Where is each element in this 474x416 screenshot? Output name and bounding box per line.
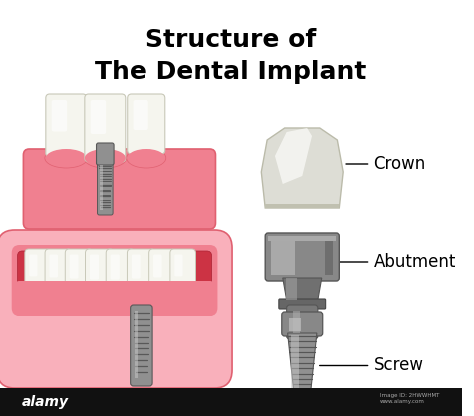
Ellipse shape: [84, 148, 127, 168]
FancyBboxPatch shape: [98, 161, 113, 215]
FancyBboxPatch shape: [49, 255, 58, 277]
Polygon shape: [275, 128, 312, 184]
FancyBboxPatch shape: [52, 100, 67, 131]
FancyBboxPatch shape: [25, 249, 50, 299]
FancyBboxPatch shape: [170, 249, 195, 299]
Ellipse shape: [294, 393, 310, 403]
Polygon shape: [288, 333, 317, 398]
FancyBboxPatch shape: [15, 281, 215, 316]
FancyBboxPatch shape: [153, 255, 162, 277]
FancyBboxPatch shape: [149, 249, 175, 302]
Bar: [271, 239, 295, 275]
FancyBboxPatch shape: [265, 233, 339, 281]
Text: The Dental Implant: The Dental Implant: [95, 60, 367, 84]
FancyBboxPatch shape: [174, 255, 182, 276]
Ellipse shape: [127, 148, 166, 168]
Bar: [268, 236, 337, 241]
Text: Screw: Screw: [374, 357, 423, 374]
FancyBboxPatch shape: [46, 94, 87, 157]
FancyBboxPatch shape: [134, 100, 148, 130]
Ellipse shape: [46, 149, 87, 167]
FancyBboxPatch shape: [12, 245, 218, 316]
Polygon shape: [261, 128, 343, 208]
Bar: [325, 239, 333, 275]
FancyBboxPatch shape: [128, 94, 165, 154]
Text: Image ID: 2HWWHMT
www.alamy.com: Image ID: 2HWWHMT www.alamy.com: [380, 393, 439, 404]
FancyBboxPatch shape: [70, 255, 79, 279]
FancyBboxPatch shape: [0, 230, 232, 388]
FancyBboxPatch shape: [85, 249, 114, 306]
Text: alamy: alamy: [21, 395, 68, 409]
Bar: [291, 335, 299, 396]
Bar: [265, 204, 339, 208]
FancyBboxPatch shape: [128, 249, 155, 304]
Bar: [135, 311, 138, 378]
FancyBboxPatch shape: [131, 305, 152, 386]
Ellipse shape: [85, 149, 126, 167]
Bar: [286, 278, 297, 300]
FancyBboxPatch shape: [18, 251, 211, 296]
Bar: [0, 388, 462, 416]
Ellipse shape: [45, 148, 88, 168]
Text: Crown: Crown: [374, 155, 426, 173]
FancyBboxPatch shape: [287, 305, 318, 339]
Text: Structure of: Structure of: [146, 28, 317, 52]
FancyBboxPatch shape: [29, 255, 37, 276]
Bar: [289, 318, 301, 331]
FancyBboxPatch shape: [132, 255, 141, 279]
Polygon shape: [283, 278, 322, 300]
FancyBboxPatch shape: [110, 255, 120, 280]
FancyBboxPatch shape: [23, 149, 216, 229]
Text: Abutment: Abutment: [374, 253, 456, 271]
FancyBboxPatch shape: [90, 255, 99, 280]
FancyBboxPatch shape: [91, 100, 106, 134]
FancyBboxPatch shape: [279, 299, 326, 309]
FancyBboxPatch shape: [282, 312, 323, 336]
FancyBboxPatch shape: [85, 94, 126, 162]
Ellipse shape: [128, 149, 165, 167]
FancyBboxPatch shape: [106, 249, 135, 306]
Bar: [100, 165, 103, 210]
FancyBboxPatch shape: [97, 143, 114, 165]
FancyBboxPatch shape: [45, 249, 72, 302]
Bar: [292, 311, 300, 333]
FancyBboxPatch shape: [65, 249, 93, 304]
